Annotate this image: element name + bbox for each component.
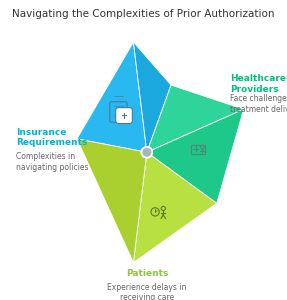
Text: Healthcare
Providers: Healthcare Providers [230, 74, 286, 94]
Text: Face challenges in
treatment delivery: Face challenges in treatment delivery [230, 94, 287, 114]
Circle shape [141, 147, 152, 158]
Text: Complexities in
navigating policies: Complexities in navigating policies [16, 152, 89, 172]
Polygon shape [133, 42, 171, 152]
Text: Patients: Patients [126, 269, 168, 278]
Circle shape [141, 147, 152, 158]
Polygon shape [147, 109, 244, 203]
Polygon shape [77, 42, 147, 152]
Polygon shape [77, 139, 147, 262]
Text: Experience delays in
receiving care: Experience delays in receiving care [107, 283, 187, 300]
Polygon shape [147, 85, 244, 152]
Text: Navigating the Complexities of Prior Authorization: Navigating the Complexities of Prior Aut… [12, 9, 275, 19]
Polygon shape [133, 152, 217, 262]
Text: Insurance
Requirements: Insurance Requirements [16, 128, 88, 148]
FancyBboxPatch shape [116, 108, 132, 124]
